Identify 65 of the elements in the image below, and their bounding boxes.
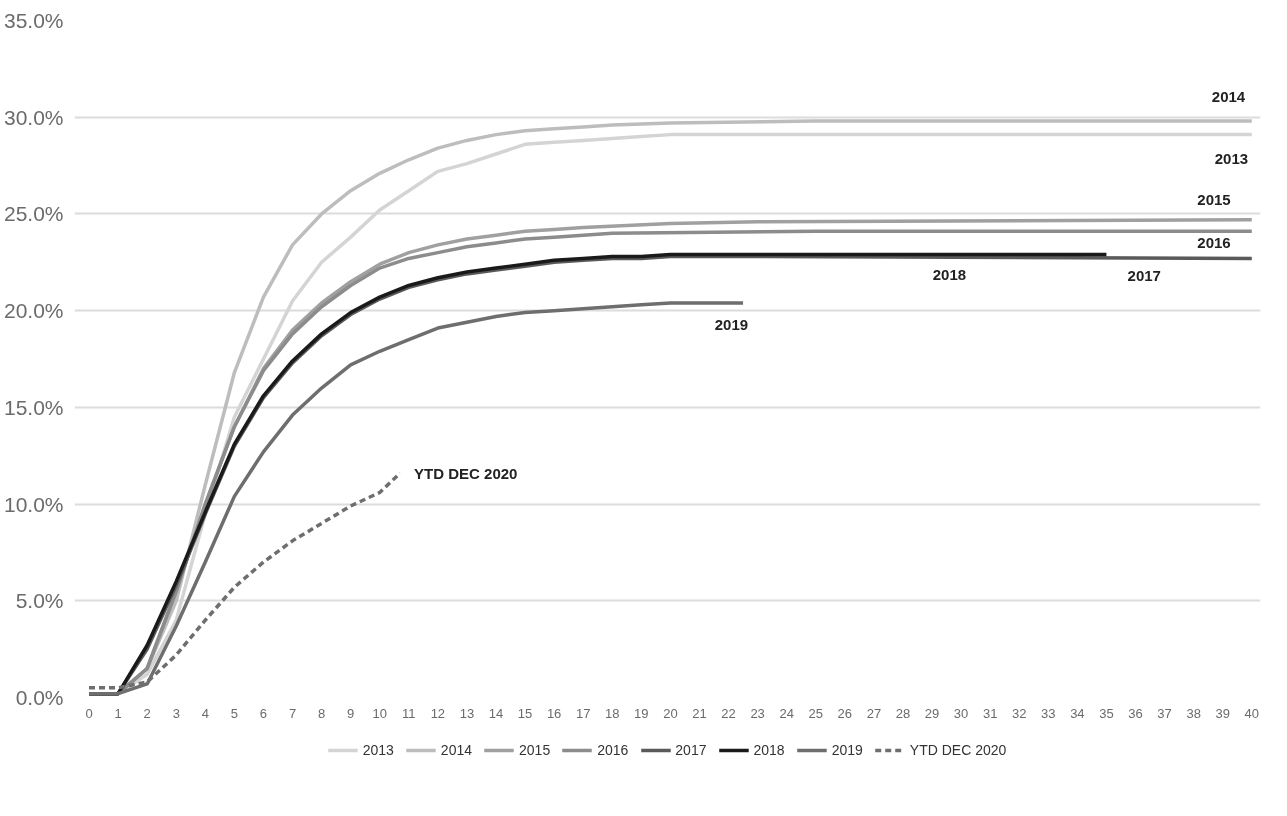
x-tick-label: 5 bbox=[230, 705, 238, 721]
x-tick-label: 4 bbox=[201, 705, 209, 721]
x-tick-label: 10 bbox=[372, 705, 387, 721]
x-tick-label: 16 bbox=[546, 705, 562, 721]
y-tick-label: 35.0% bbox=[3, 9, 64, 32]
x-tick-label: 0 bbox=[85, 705, 93, 721]
x-tick-label: 25 bbox=[808, 705, 823, 721]
y-tick-label: 30.0% bbox=[3, 105, 64, 129]
x-tick-label: 39 bbox=[1215, 705, 1230, 721]
legend-label: 2017 bbox=[675, 742, 707, 758]
x-tick-label: 1 bbox=[114, 705, 122, 721]
x-tick-label: 3 bbox=[172, 705, 180, 721]
x-tick-label: 40 bbox=[1244, 705, 1260, 721]
x-tick-label: 32 bbox=[1012, 705, 1027, 721]
annotation: 2015 bbox=[1197, 190, 1231, 208]
x-tick-label: 28 bbox=[895, 705, 911, 721]
x-tick-label: 8 bbox=[317, 705, 326, 721]
legend-label: YTD DEC 2020 bbox=[909, 742, 1007, 758]
annotation: 2017 bbox=[1127, 267, 1161, 285]
x-tick-label: 15 bbox=[517, 705, 533, 721]
legend-label: 2013 bbox=[362, 742, 394, 758]
annotation: 2018 bbox=[932, 265, 967, 283]
x-tick-label: 23 bbox=[750, 705, 765, 721]
x-tick-label: 2 bbox=[143, 705, 151, 721]
legend-label: 2019 bbox=[831, 742, 863, 758]
y-tick-label: 15.0% bbox=[3, 395, 64, 419]
annotation: 2016 bbox=[1197, 234, 1231, 252]
x-tick-label: 27 bbox=[866, 705, 882, 721]
x-tick-label: 17 bbox=[575, 705, 591, 721]
x-tick-label: 30 bbox=[953, 705, 969, 721]
x-tick-label: 24 bbox=[779, 705, 794, 721]
x-tick-label: 6 bbox=[259, 705, 268, 721]
legend-label: 2015 bbox=[519, 742, 551, 758]
x-tick-label: 37 bbox=[1157, 705, 1172, 721]
x-tick-label: 34 bbox=[1070, 705, 1085, 721]
annotation: 2019 bbox=[714, 315, 749, 333]
legend-label: 2018 bbox=[753, 742, 785, 758]
x-tick-label: 22 bbox=[721, 705, 736, 721]
annotation: YTD DEC 2020 bbox=[414, 464, 518, 482]
x-tick-label: 21 bbox=[692, 705, 707, 721]
x-tick-label: 13 bbox=[459, 705, 475, 721]
y-tick-label: 10.0% bbox=[3, 492, 64, 516]
x-tick-label: 33 bbox=[1041, 705, 1056, 721]
x-tick-label: 36 bbox=[1128, 705, 1143, 721]
legend-label: 2016 bbox=[597, 742, 629, 758]
x-tick-label: 31 bbox=[982, 705, 998, 721]
x-tick-label: 19 bbox=[634, 705, 649, 721]
x-tick-label: 14 bbox=[488, 705, 504, 721]
legend-label: 2014 bbox=[440, 742, 473, 758]
x-tick-label: 26 bbox=[837, 705, 853, 721]
y-tick-label: 5.0% bbox=[15, 589, 64, 613]
annotation: 2014 bbox=[1211, 88, 1246, 106]
x-tick-label: 7 bbox=[288, 705, 297, 721]
y-tick-label: 25.0% bbox=[3, 202, 64, 226]
x-tick-label: 12 bbox=[430, 705, 446, 721]
x-tick-label: 38 bbox=[1186, 705, 1201, 721]
x-tick-label: 18 bbox=[605, 705, 620, 721]
y-tick-label: 20.0% bbox=[3, 299, 64, 323]
x-tick-label: 29 bbox=[924, 705, 940, 721]
y-tick-label: 0.0% bbox=[15, 686, 64, 709]
x-tick-label: 11 bbox=[402, 705, 416, 721]
x-tick-label: 35 bbox=[1099, 705, 1114, 721]
annotation: 2013 bbox=[1214, 149, 1249, 167]
x-tick-label: 9 bbox=[347, 705, 355, 721]
x-tick-label: 20 bbox=[663, 705, 678, 721]
